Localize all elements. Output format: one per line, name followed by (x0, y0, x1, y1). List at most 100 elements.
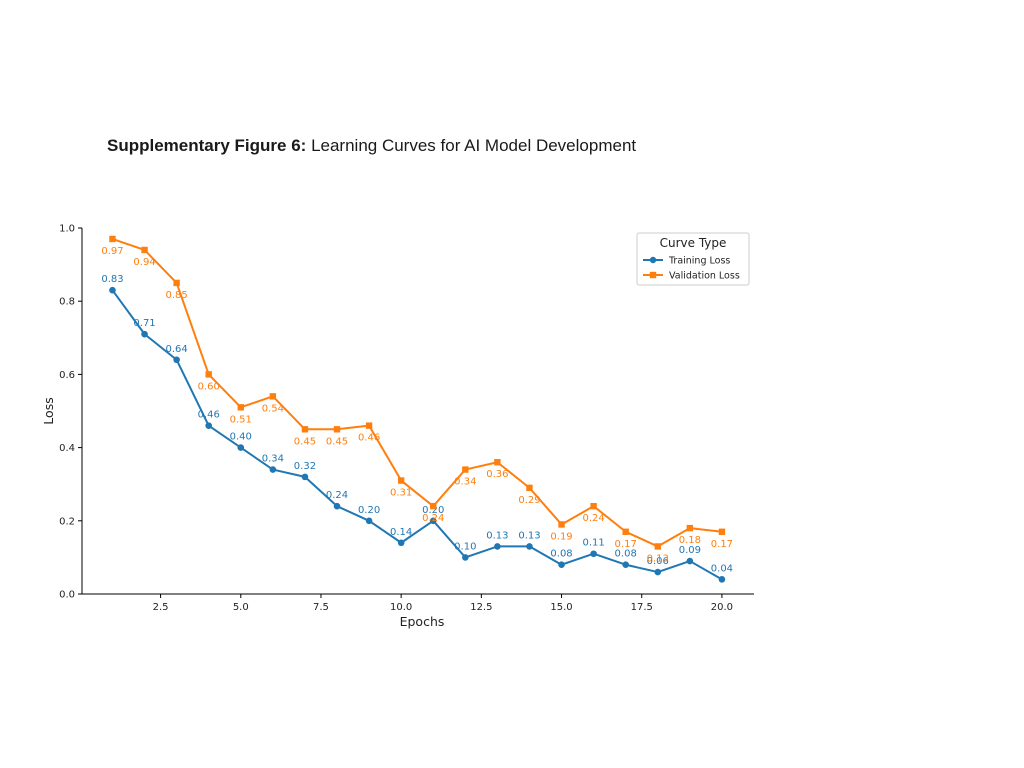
data-point-training (173, 356, 180, 364)
data-label-validation: 0.46 (358, 433, 380, 444)
data-point-training (429, 517, 437, 525)
data-label-validation: 0.97 (101, 246, 123, 257)
data-label-training: 0.08 (550, 549, 572, 560)
x-tick-label: 20.0 (711, 602, 733, 613)
data-point-validation (301, 426, 309, 433)
data-label-training: 0.09 (679, 545, 701, 556)
data-point-validation (590, 502, 597, 510)
x-tick-label: 5.0 (233, 602, 249, 613)
data-point-training (622, 561, 629, 569)
data-label-validation: 0.36 (486, 469, 508, 480)
data-label-validation: 0.19 (550, 531, 572, 542)
data-point-validation (237, 404, 244, 411)
data-point-validation (269, 393, 277, 400)
legend-label-validation: Validation Loss (669, 271, 740, 282)
data-point-training (301, 473, 309, 481)
data-label-training: 0.64 (165, 344, 187, 355)
data-label-training: 0.04 (711, 563, 733, 574)
data-point-training (558, 561, 565, 569)
figure-caption: Supplementary Figure 6: Learning Curves … (107, 136, 636, 156)
data-label-validation: 0.17 (711, 539, 733, 550)
data-label-validation: 0.34 (454, 477, 476, 488)
data-point-training (237, 444, 245, 451)
data-label-training: 0.83 (101, 274, 123, 285)
data-point-training (654, 568, 662, 576)
y-tick-label: 0.6 (59, 370, 75, 381)
legend-marker-validation (649, 271, 657, 279)
data-point-validation (462, 466, 469, 473)
y-tick-label: 0.0 (59, 590, 75, 601)
data-label-training: 0.14 (390, 527, 412, 538)
data-point-validation (686, 524, 694, 532)
data-point-validation (654, 543, 661, 550)
data-point-validation (173, 279, 180, 287)
x-tick-label: 7.5 (313, 602, 329, 613)
y-tick-label: 0.4 (59, 443, 75, 454)
data-point-training (590, 550, 597, 558)
data-point-validation (622, 528, 629, 535)
y-tick-label: 0.8 (59, 297, 75, 308)
x-tick-label: 2.5 (153, 602, 169, 613)
data-point-training (333, 502, 341, 510)
series-line-training (111, 289, 723, 581)
data-label-training: 0.06 (647, 556, 669, 567)
data-point-validation (397, 477, 405, 484)
data-label-validation: 0.94 (133, 257, 155, 268)
data-point-training (205, 422, 213, 429)
legend-label-training: Training Loss (668, 256, 730, 267)
data-point-training (109, 286, 116, 294)
data-label-training: 0.13 (518, 530, 540, 541)
data-label-training: 0.11 (582, 538, 604, 549)
data-label-validation: 0.18 (679, 535, 701, 546)
legend-box (636, 232, 750, 286)
y-tick-label: 1.0 (59, 224, 75, 235)
data-label-training: 0.46 (198, 410, 220, 421)
data-point-validation (333, 426, 341, 433)
data-label-validation: 0.85 (165, 290, 187, 301)
series-line-validation (112, 238, 723, 548)
data-label-validation: 0.29 (518, 495, 540, 506)
data-label-training: 0.24 (326, 490, 348, 501)
data-point-training (269, 466, 277, 473)
data-label-validation: 0.60 (198, 381, 220, 392)
data-label-validation: 0.51 (230, 414, 252, 425)
data-label-validation: 0.13 (647, 553, 669, 564)
legend-title: Curve Type (660, 236, 727, 250)
x-tick-label: 17.5 (631, 602, 653, 613)
data-label-validation: 0.17 (615, 539, 637, 550)
data-point-training (718, 576, 726, 583)
data-point-validation (109, 235, 116, 243)
data-point-training (397, 539, 405, 547)
data-label-training: 0.08 (615, 549, 637, 560)
data-point-validation (430, 502, 437, 510)
x-tick-label: 10.0 (390, 602, 412, 613)
x-tick-label: 15.0 (550, 602, 572, 613)
data-label-validation: 0.45 (326, 436, 348, 447)
data-point-training (141, 330, 148, 338)
data-point-validation (365, 422, 373, 429)
data-point-training (526, 543, 533, 550)
data-label-validation: 0.45 (294, 436, 316, 447)
y-tick-label: 0.2 (59, 516, 75, 527)
figure-caption-label: Supplementary Figure 6: (107, 136, 307, 155)
data-point-validation (494, 459, 501, 466)
data-label-training: 0.20 (422, 505, 444, 516)
data-point-validation (205, 371, 212, 378)
data-label-training: 0.34 (262, 454, 284, 465)
x-tick-label: 12.5 (470, 602, 492, 613)
data-point-validation (558, 521, 565, 528)
data-label-validation: 0.24 (422, 513, 444, 524)
data-point-validation (141, 246, 148, 254)
data-label-training: 0.10 (454, 541, 476, 552)
data-label-validation: 0.24 (582, 513, 604, 524)
data-label-training: 0.20 (358, 505, 380, 516)
figure-caption-text: Learning Curves for AI Model Development (311, 136, 637, 155)
data-label-training: 0.71 (133, 318, 155, 329)
data-label-training: 0.13 (486, 530, 508, 541)
data-point-training (686, 557, 694, 565)
data-label-training: 0.32 (294, 461, 316, 472)
data-label-validation: 0.31 (390, 488, 412, 499)
data-point-training (365, 517, 373, 525)
data-label-validation: 0.54 (262, 403, 284, 414)
